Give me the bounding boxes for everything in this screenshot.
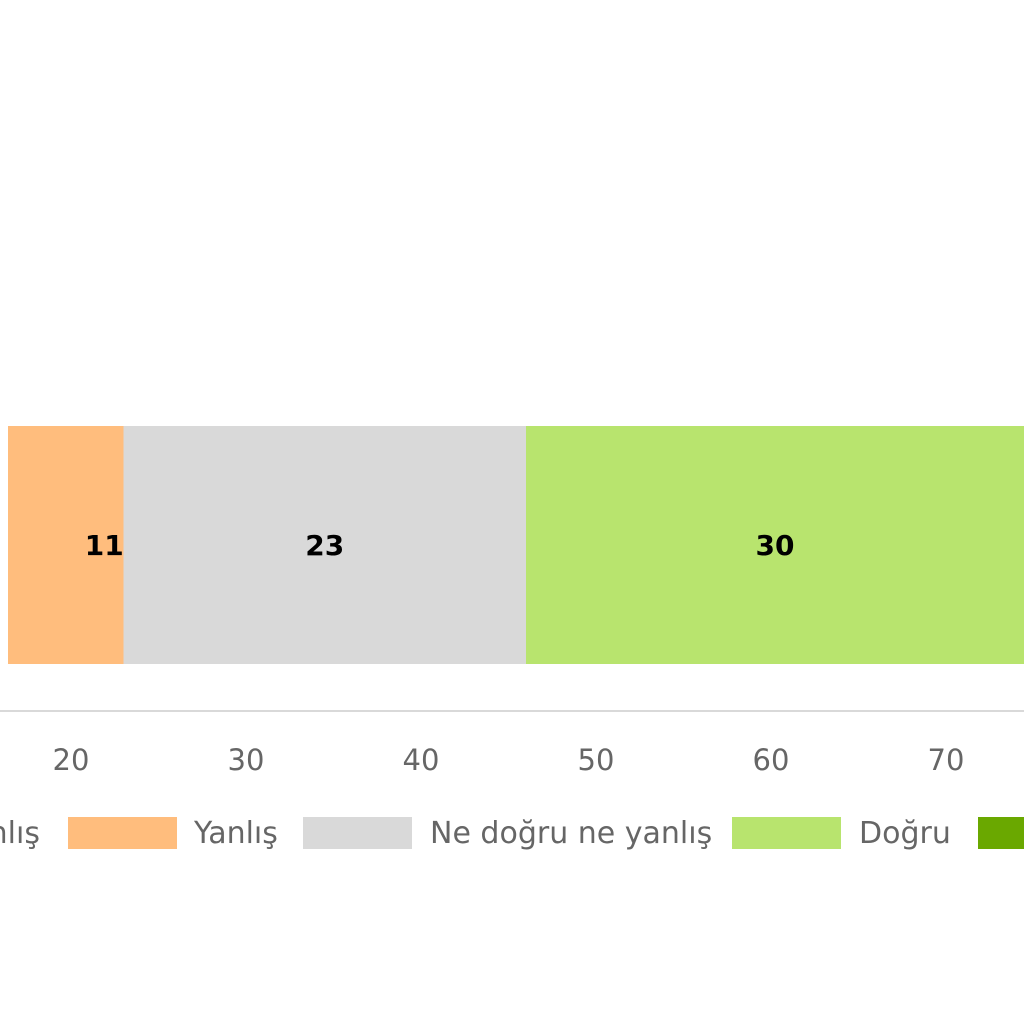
legend-swatch-1 — [68, 817, 177, 849]
x-tick-label-2: 40 — [403, 743, 440, 777]
x-tick-label-5: 70 — [928, 743, 965, 777]
legend-swatch-4 — [978, 817, 1024, 849]
x-tick-label-4: 60 — [753, 743, 790, 777]
x-tick-label-1: 30 — [228, 743, 265, 777]
segment-labels: 11 23 30 — [85, 529, 795, 562]
segment-label-2: 30 — [756, 529, 795, 562]
legend-label-2: Ne doğru ne yanlış — [430, 816, 712, 851]
x-tick-label-0: 20 — [53, 743, 90, 777]
x-axis-ticks: 20 30 40 50 60 70 — [53, 743, 965, 777]
bar-segment-1 — [123, 426, 526, 664]
x-tick-label-3: 50 — [578, 743, 615, 777]
legend: nlış Yanlış Ne doğru ne yanlış Doğru — [0, 816, 1024, 851]
segment-label-0: 11 — [85, 529, 124, 562]
bar-segments — [8, 426, 1024, 664]
legend-swatch-2 — [303, 817, 412, 849]
legend-swatch-3 — [732, 817, 841, 849]
bar-segment-2 — [526, 426, 1024, 664]
segment-label-1: 23 — [305, 529, 344, 562]
legend-label-3: Doğru — [859, 816, 951, 851]
legend-label-0: nlış — [0, 816, 40, 851]
legend-label-1: Yanlış — [193, 816, 278, 851]
